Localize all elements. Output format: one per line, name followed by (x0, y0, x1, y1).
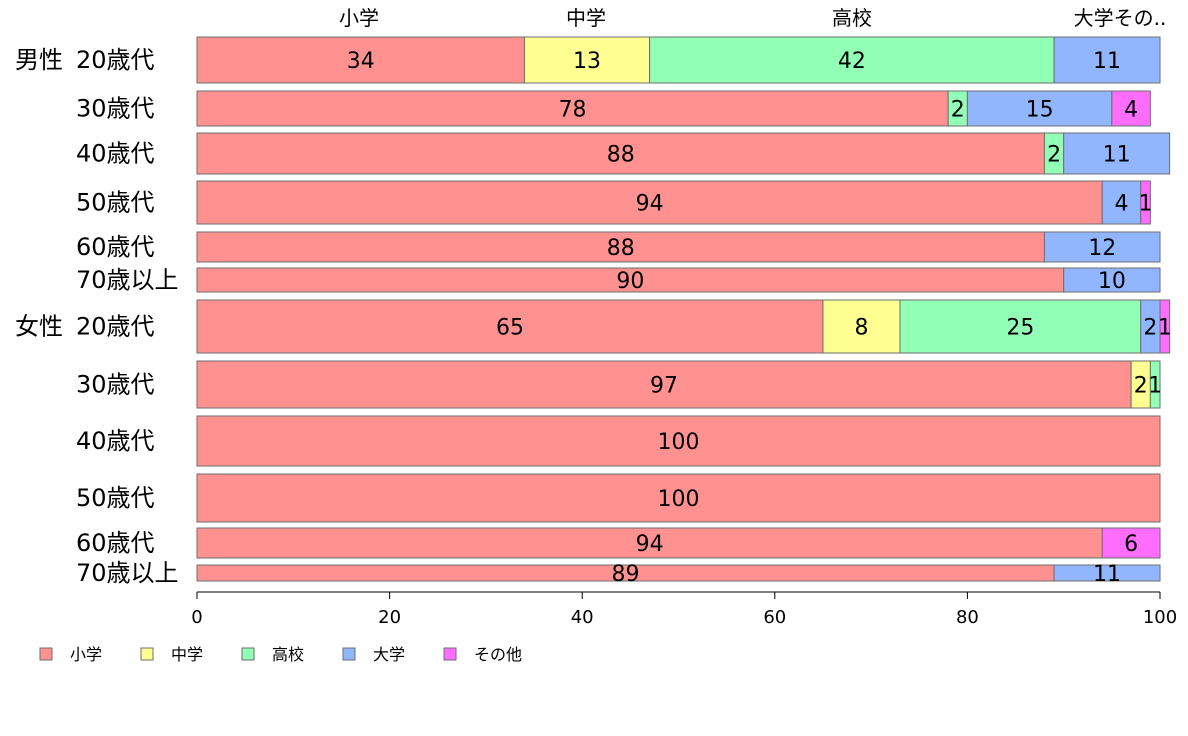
data-label: 1 (1158, 316, 1172, 341)
row-label: 30歳代 (76, 95, 155, 123)
row-label: 50歳代 (76, 484, 155, 512)
row-label: 40歳代 (76, 427, 155, 455)
row-label: 40歳代 (76, 140, 155, 168)
data-label: 78 (559, 98, 587, 123)
data-label: 90 (616, 269, 644, 294)
data-label: 15 (1026, 98, 1054, 123)
x-tick-label: 60 (763, 607, 786, 628)
row-label: 30歳代 (76, 371, 155, 399)
data-label: 6 (1124, 532, 1138, 557)
bar-segment (822, 299, 901, 354)
data-label: 1 (1139, 192, 1153, 217)
top-category-labels: 小学 中学 高校 大学その.. (339, 6, 1166, 30)
data-label: 97 (650, 374, 678, 399)
data-label: 88 (607, 236, 635, 261)
row-label: 70歳以上 (76, 266, 179, 294)
legend-swatch (39, 647, 53, 661)
bar-segment (1140, 180, 1151, 225)
x-tick-label: 80 (956, 607, 979, 628)
bar-segment (1063, 267, 1161, 293)
data-label: 89 (612, 562, 640, 587)
row-label: 60歳代 (76, 529, 155, 557)
bar-segment (196, 36, 525, 84)
bar-segment (1159, 299, 1171, 354)
x-axis: 0 20 40 60 80 100 (191, 591, 1177, 628)
bar-segment (966, 90, 1113, 127)
bar-segment (1063, 132, 1171, 175)
bar-segment (649, 36, 1055, 84)
data-label: 11 (1093, 562, 1121, 587)
data-label: 12 (1088, 236, 1116, 261)
bar-segment (196, 299, 824, 354)
top-label: 中学 (566, 6, 606, 30)
x-tick-label: 0 (191, 607, 202, 628)
data-label: 2 (1143, 316, 1157, 341)
bar-segment (1101, 527, 1161, 559)
bar-segment (196, 415, 1161, 467)
legend-swatch (241, 647, 255, 661)
bar-segment (196, 267, 1065, 293)
row-label: 20歳代 (76, 313, 155, 341)
top-label: 大学その.. (1074, 6, 1167, 30)
data-label: 100 (658, 430, 700, 455)
bar-segment (1149, 360, 1161, 409)
data-label: 65 (496, 316, 524, 341)
bar-segment (196, 231, 1045, 263)
legend-label: 高校 (272, 645, 304, 664)
bar-segment (196, 90, 949, 127)
legend-label: 中学 (171, 645, 203, 664)
data-label: 2 (1047, 143, 1061, 168)
data-label: 2 (1134, 374, 1148, 399)
bar-segment (1043, 231, 1161, 263)
data-label: 4 (1114, 192, 1128, 217)
data-label: 100 (658, 487, 700, 512)
bar-segment (196, 180, 1103, 225)
legend-label: その他 (474, 645, 522, 664)
data-label: 88 (607, 143, 635, 168)
data-label: 11 (1093, 49, 1121, 74)
bar-segment (899, 299, 1142, 354)
data-label: 4 (1124, 98, 1138, 123)
data-label: 10 (1098, 269, 1126, 294)
bar-segment (523, 36, 651, 84)
data-label: 34 (347, 49, 375, 74)
data-label: 25 (1006, 316, 1034, 341)
row-label: 20歳代 (76, 46, 155, 74)
bar-segment (1111, 90, 1151, 127)
data-label: 94 (636, 532, 664, 557)
data-label: 94 (636, 192, 664, 217)
legend-swatch (140, 647, 154, 661)
bar-segment (196, 360, 1132, 409)
x-tick-label: 40 (571, 607, 594, 628)
bar-segment (1053, 564, 1161, 582)
bar-segment (196, 132, 1045, 175)
x-tick-label: 100 (1143, 607, 1177, 628)
x-tick-label: 20 (378, 607, 401, 628)
group-label: 男性 (15, 46, 63, 74)
data-label: 13 (573, 49, 601, 74)
top-label: 小学 (339, 6, 379, 30)
row-label: 60歳代 (76, 233, 155, 261)
data-label: 1 (1148, 374, 1162, 399)
legend-swatch (443, 647, 457, 661)
row-label: 70歳以上 (76, 559, 179, 587)
top-label: 高校 (832, 6, 872, 30)
data-label: 8 (854, 316, 868, 341)
bar-segment (1053, 36, 1161, 84)
legend-swatch (342, 647, 356, 661)
row-label: 50歳代 (76, 189, 155, 217)
group-label: 女性 (15, 313, 63, 341)
data-label: 42 (838, 49, 866, 74)
legend: 小学 中学 高校 大学 その他 (39, 645, 522, 664)
bar-segment (196, 473, 1161, 523)
bar-segment (196, 527, 1103, 559)
legend-label: 大学 (373, 645, 405, 664)
bar-segment (1101, 180, 1142, 225)
legend-label: 小学 (70, 645, 102, 664)
data-label: 2 (951, 98, 965, 123)
data-label: 11 (1103, 143, 1131, 168)
